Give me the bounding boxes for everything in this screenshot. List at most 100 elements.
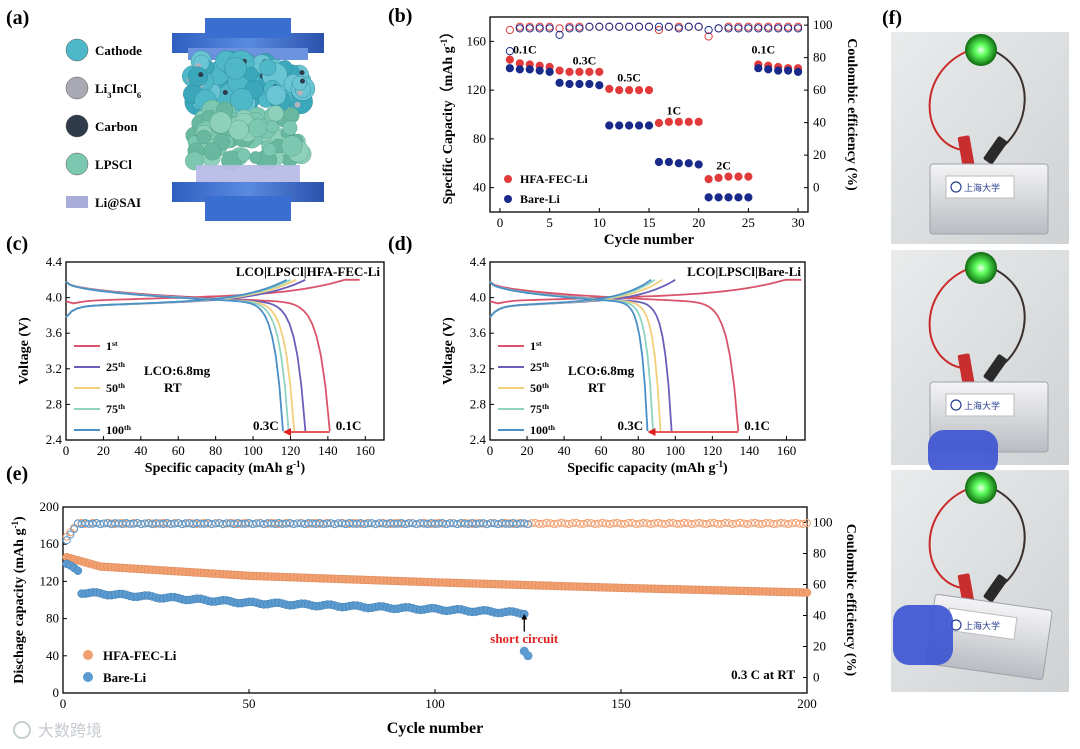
x-tick-label: 20 (521, 443, 534, 458)
capacity-point-0 (694, 117, 703, 126)
hfa-ce-point (535, 519, 544, 528)
x-axis-label-part: Specific capacity (mAh g (567, 461, 715, 476)
carbon-particle (299, 70, 305, 76)
li3incl6-particle (296, 89, 303, 96)
temp-annotation: RT (164, 380, 182, 395)
hfa-ce-point (646, 520, 655, 529)
ce-point-3 (784, 24, 793, 33)
bare-ce-point (524, 520, 532, 529)
photo-2: 上海大学 (891, 250, 1069, 475)
lpscl-particle (282, 120, 298, 136)
x-axis-label-part: ) (301, 461, 306, 476)
y-tick-label: 200 (40, 499, 60, 514)
y-tick-label: 2.4 (470, 432, 487, 447)
x-axis-label: Specific capacity (mAh g-1) (145, 459, 306, 476)
chart-title: LCO|LPSCl|Bare-Li (687, 264, 801, 279)
lpscl-particle (209, 111, 232, 134)
cathode-particle (265, 84, 287, 106)
capacity-point-1 (684, 159, 693, 168)
ce-point-2 (744, 22, 753, 31)
hfa-ce-point (754, 519, 763, 528)
legend-label-3: LPSCl (95, 157, 132, 172)
y-axis-label: Specific Capacity（mAh g-1） (439, 25, 456, 204)
legend-swatch-1 (65, 76, 89, 100)
capacity-point-1 (625, 121, 634, 130)
hfa-ce-point (572, 518, 581, 527)
hfa-ce-point (583, 518, 592, 527)
x-axis-label-part: Specific capacity (mAh g (145, 461, 293, 476)
y2-tick-label: 40 (813, 115, 826, 130)
capacity-point-0 (734, 172, 743, 181)
hfa-ce-point (750, 518, 759, 527)
x-tick-label: 150 (611, 696, 631, 711)
ce-point-3 (575, 24, 584, 33)
bare-ce-point (207, 520, 216, 529)
legend-label-25th-part: th (118, 360, 126, 369)
capacity-point-1 (585, 79, 594, 89)
ce-point-2 (793, 22, 803, 31)
ce-point-3 (555, 30, 564, 39)
hfa-ce-point (557, 518, 566, 527)
rate-low-label: 0.1C (336, 418, 362, 433)
y-tick-label: 40 (46, 648, 59, 663)
y2-tick-label: 60 (813, 82, 826, 97)
capacity-point-1 (754, 64, 763, 73)
legend-swatch-0 (65, 38, 89, 62)
legend-label-75th: 75th (106, 402, 126, 417)
y-tick-label: 2.8 (470, 396, 486, 411)
mass-annotation: LCO:6.8mg (568, 363, 635, 378)
y2-tick-label: 40 (813, 608, 826, 623)
pouch-label (945, 393, 1015, 417)
ce-point-3 (664, 22, 673, 31)
x-tick-label: 5 (546, 215, 553, 230)
red-wire (928, 49, 971, 151)
bare-ce-point (96, 520, 105, 529)
x-axis-label-part: ) (723, 461, 728, 476)
bare-ce-point (390, 519, 399, 528)
bare-ce-point (457, 519, 466, 528)
university-name: 上海大学 (964, 620, 1000, 632)
ce-point-2 (515, 22, 524, 31)
capacity-point-0 (674, 117, 683, 126)
y-axis-label-part: ) (12, 516, 27, 521)
bare-ce-point (308, 519, 317, 528)
x-tick-label: 40 (134, 443, 147, 458)
legend-label-1st-part: 1 (106, 339, 112, 353)
red-wire (928, 267, 971, 369)
hfa-ce-point (710, 518, 718, 527)
bare-ce-point (360, 520, 369, 529)
lpscl-particle (228, 119, 249, 141)
ce-point-2 (545, 22, 554, 31)
y-tick-label: 120 (40, 573, 60, 588)
legend-label-1-part: Li (95, 81, 108, 96)
university-logo-icon (950, 399, 962, 411)
ce-point-3 (585, 22, 594, 31)
capacity-point-1 (714, 193, 723, 202)
legend-label-2: Carbon (95, 119, 138, 134)
y-tick-label: 3.6 (46, 325, 63, 340)
capacity-point-0 (555, 66, 564, 75)
bare-ce-point (248, 520, 257, 529)
lpscl-particle (249, 151, 262, 164)
lpscl-particle (248, 118, 268, 138)
legend-label-50th-part: 50 (106, 381, 118, 395)
bare-ce-point (222, 519, 231, 528)
capacity-point-1 (744, 193, 753, 202)
bare-ce-point (111, 519, 120, 528)
charge-curve-1st (65, 278, 360, 305)
hfa-ce-point (736, 518, 745, 527)
y-tick-label: 0 (53, 685, 60, 700)
led-icon (965, 252, 997, 284)
bare-ce-point (431, 519, 439, 528)
x-tick-label: 25 (742, 215, 755, 230)
capacity-point-0 (625, 86, 634, 95)
hfa-ce-point (713, 519, 722, 528)
y-axis-label: Dischage capacity (mAh g-1) (10, 516, 27, 684)
bare-ce-point (263, 519, 272, 528)
y2-tick-label: 20 (813, 639, 826, 654)
capacity-point-0 (704, 174, 713, 184)
ce-point-2 (784, 22, 793, 31)
pouch-cell (929, 163, 1049, 235)
red-clip-icon (957, 573, 975, 605)
